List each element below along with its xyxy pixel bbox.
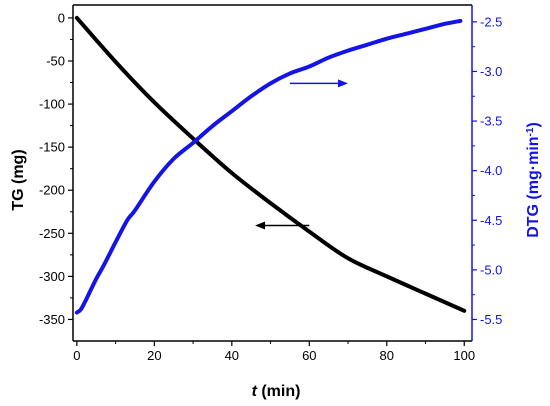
x-tick-label: 80 — [380, 348, 394, 363]
y-axis-label-right: DTG (mg·min-1) — [525, 122, 543, 238]
x-tick-label: 40 — [225, 348, 239, 363]
y-left-tick-label: -200 — [39, 183, 65, 198]
y-right-tick-label: -5.5 — [480, 312, 502, 327]
x-tick-label: 100 — [453, 348, 475, 363]
y-right-tick-label: -4.5 — [480, 213, 502, 228]
x-tick-label: 20 — [147, 348, 161, 363]
y-left-tick-label: -300 — [39, 269, 65, 284]
y-axis-label-left: TG (mg) — [10, 149, 27, 210]
y-left-tick-label: -50 — [46, 54, 65, 69]
y-left-tick-label: -350 — [39, 312, 65, 327]
y-right-tick-label: -5.0 — [480, 262, 502, 277]
y-left-tick-label: -250 — [39, 226, 65, 241]
annotations — [255, 79, 349, 230]
y-left-tick-label: -100 — [39, 97, 65, 112]
arrow-head — [338, 79, 349, 88]
arrow-head — [255, 221, 266, 230]
y-right-tick-label: -2.5 — [480, 14, 502, 29]
y-right-tick-label: -3.0 — [480, 64, 502, 79]
y-left-tick-label: 0 — [58, 10, 65, 25]
tg-series-line — [74, 15, 467, 313]
dtg-series-line — [74, 18, 463, 315]
y-right-tick-label: -4.0 — [480, 163, 502, 178]
tg-axis-arrow — [255, 221, 310, 230]
y-left-tick-label: -150 — [39, 140, 65, 155]
x-tick-label: 60 — [302, 348, 316, 363]
y-right-tick-label: -3.5 — [480, 114, 502, 129]
axes: 0 20 40 60 80 100 0 -50 -100 -150 -200 -250 -300 -350… — [39, 4, 502, 363]
series-layer — [74, 15, 467, 315]
dtg-axis-arrow — [289, 79, 349, 88]
x-axis-label: t (min) — [252, 383, 301, 400]
x-tick-label: 0 — [73, 348, 80, 363]
